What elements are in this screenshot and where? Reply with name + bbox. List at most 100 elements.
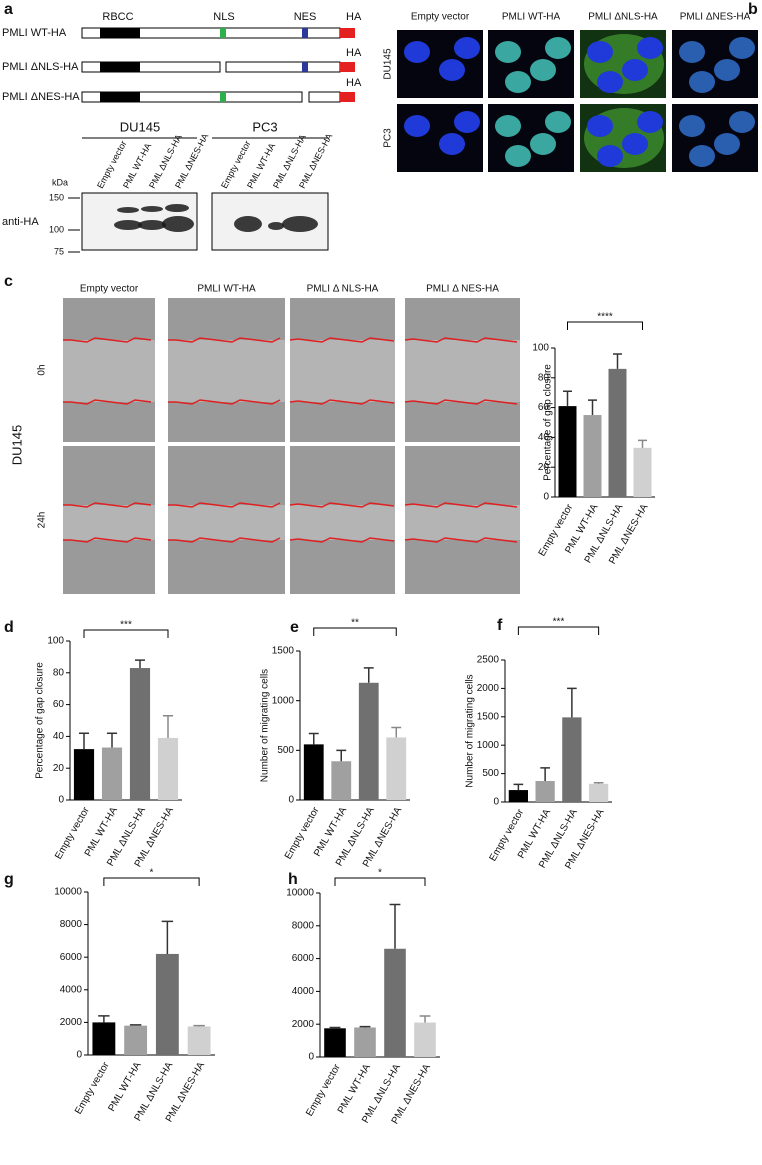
error-bar: [419, 1015, 431, 1023]
wound-edge: [63, 537, 152, 543]
significance-bracket: [103, 877, 200, 886]
y-tick-label: 60: [53, 699, 65, 710]
nucleus: [545, 111, 571, 133]
wound-edge: [168, 502, 281, 508]
y-tick-label: 0: [58, 795, 64, 806]
nucleus: [622, 133, 648, 155]
error-bar: [389, 903, 401, 949]
nucleus: [495, 41, 521, 63]
row-label: 0h: [37, 364, 48, 375]
y-axis-label: Percentage of gap closure: [35, 662, 46, 779]
wound-gap: [63, 340, 155, 402]
y-axis-label: Percentage of gap closure: [543, 364, 554, 481]
nls-domain: [220, 92, 226, 102]
wound-gap: [168, 340, 285, 402]
panel-letter: g: [4, 871, 14, 888]
bar: [508, 790, 529, 802]
marker-label: 100: [49, 224, 64, 234]
significance-label: ***: [553, 617, 565, 628]
significance-bracket: [313, 627, 397, 636]
blot-band: [117, 207, 139, 213]
row-label: PC3: [383, 128, 394, 148]
error-bar: [129, 1024, 142, 1026]
error-bar: [78, 732, 90, 750]
domain-label: NLS: [213, 11, 234, 23]
domain-label: HA: [346, 11, 362, 23]
ha-tag: [340, 28, 355, 38]
error-bar: [98, 1015, 110, 1023]
blot-band: [165, 204, 189, 212]
column-header: PMLI WT-HA: [197, 284, 256, 295]
wound-edge: [289, 537, 395, 543]
nucleus: [587, 115, 613, 137]
nucleus: [679, 115, 705, 137]
ha-label: HA: [346, 77, 362, 89]
domain-label: NES: [294, 11, 317, 23]
ha-label: HA: [346, 47, 362, 59]
wound-edge: [63, 399, 152, 405]
nucleus: [689, 71, 715, 93]
significance-bracket: [83, 629, 169, 638]
error-bar: [567, 687, 577, 718]
significance-bracket: [517, 626, 600, 635]
y-tick-label: 10000: [54, 887, 82, 898]
bar: [324, 1028, 346, 1057]
column-header: Empty vector: [80, 284, 139, 295]
y-tick-label: 100: [47, 636, 64, 647]
ha-tag: [340, 62, 355, 72]
blot-band: [282, 216, 318, 232]
nucleus: [439, 133, 465, 155]
y-tick-label: 0: [543, 492, 549, 503]
error-bar: [513, 783, 524, 791]
ha-tag: [340, 92, 355, 102]
wound-gap: [168, 505, 285, 540]
y-tick-label: 8000: [292, 920, 315, 931]
nucleus: [495, 115, 521, 137]
wound-edge: [289, 399, 395, 405]
error-bar: [593, 781, 604, 784]
rbcc-domain: [100, 62, 140, 72]
wound-edge: [168, 537, 281, 543]
y-tick-label: 500: [277, 745, 294, 756]
nucleus: [729, 111, 755, 133]
error-bar: [193, 1024, 205, 1027]
y-tick-label: 100: [532, 343, 549, 354]
bar: [129, 668, 151, 800]
nucleus: [637, 37, 663, 59]
nucleus: [404, 115, 430, 137]
construct-bar: [308, 91, 341, 103]
nucleus: [587, 41, 613, 63]
nucleus: [505, 145, 531, 167]
marker-label: 75: [54, 246, 64, 256]
bar: [608, 368, 627, 497]
bar: [187, 1026, 211, 1055]
error-bar: [106, 732, 118, 748]
y-tick-label: 6000: [60, 952, 83, 963]
y-tick-label: 2000: [477, 683, 500, 694]
wound-edge: [289, 502, 395, 508]
panel-letter: c: [4, 273, 13, 290]
wound-gap: [290, 505, 395, 540]
significance-bracket: [334, 877, 426, 886]
nucleus: [714, 133, 740, 155]
column-header: PMLI ΔNES-HA: [680, 12, 751, 23]
bar: [73, 749, 95, 800]
y-tick-label: 40: [53, 731, 65, 742]
y-tick-label: 80: [538, 372, 550, 383]
bar: [358, 682, 379, 800]
nucleus: [530, 133, 556, 155]
blot-band: [234, 216, 262, 232]
bar: [414, 1022, 436, 1057]
marker-label: 150: [49, 192, 64, 202]
nucleus: [597, 71, 623, 93]
bar: [633, 447, 652, 497]
significance-label: **: [351, 618, 359, 629]
error-bar: [540, 767, 550, 781]
construct-bar: [225, 61, 341, 73]
blot-band: [162, 216, 194, 232]
nucleus: [454, 111, 480, 133]
bar: [92, 1022, 116, 1055]
error-bar: [308, 732, 319, 745]
